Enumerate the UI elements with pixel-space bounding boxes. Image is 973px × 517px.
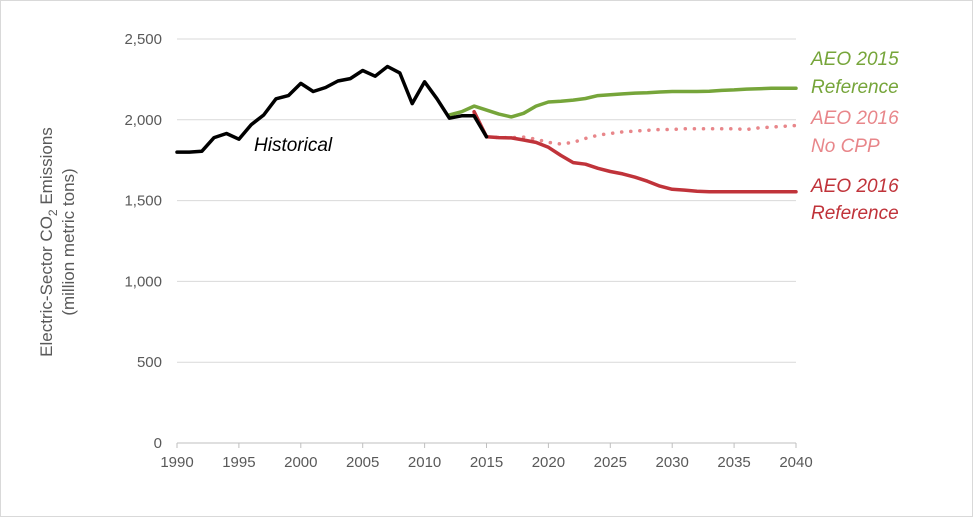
y-axis-label-line2: (million metric tons) [59, 168, 78, 315]
x-tick-label: 2005 [346, 454, 379, 471]
label-historical: Historical [254, 135, 333, 156]
label-aeo2016nocpp-line1: AEO 2016 [810, 108, 899, 129]
y-tick-label: 1,000 [124, 273, 162, 290]
y-tick-label: 2,500 [124, 31, 162, 48]
y-axis-ticks: 0 500 1,000 1,500 2,000 2,500 [124, 31, 162, 452]
y-tick-label: 0 [154, 435, 162, 452]
label-aeo2015-line2: Reference [811, 77, 899, 98]
series-line-aeo2015 [447, 86, 798, 119]
series-line-aeo2016ref [472, 109, 798, 194]
series-line-historical [175, 64, 489, 154]
x-tick-label: 2030 [656, 454, 689, 471]
x-tick-label: 2040 [779, 454, 812, 471]
series-lines [175, 64, 798, 194]
y-tick-label: 2,000 [124, 112, 162, 129]
x-tick-label: 1990 [160, 454, 193, 471]
x-axis-ticks: 1990 1995 2000 2005 2010 2015 2020 2025 2030 2035… [160, 443, 813, 471]
y-tick-label: 1,500 [124, 193, 162, 210]
x-tick-label: 2015 [470, 454, 503, 471]
x-tick-label: 1995 [222, 454, 255, 471]
label-aeo2016ref-line2: Reference [811, 203, 899, 224]
x-tick-label: 2020 [532, 454, 565, 471]
x-tick-label: 2025 [594, 454, 627, 471]
label-aeo2016nocpp-line2: No CPP [811, 136, 880, 157]
gridlines [177, 38, 796, 363]
label-aeo2015-line1: AEO 2015 [810, 49, 899, 70]
label-aeo2016ref-line1: AEO 2016 [810, 176, 899, 197]
y-axis-label-line1: Electric-Sector CO2 Emissions [37, 127, 60, 357]
x-tick-label: 2000 [284, 454, 317, 471]
y-tick-label: 500 [137, 354, 162, 371]
x-tick-label: 2010 [408, 454, 441, 471]
x-tick-label: 2035 [717, 454, 750, 471]
